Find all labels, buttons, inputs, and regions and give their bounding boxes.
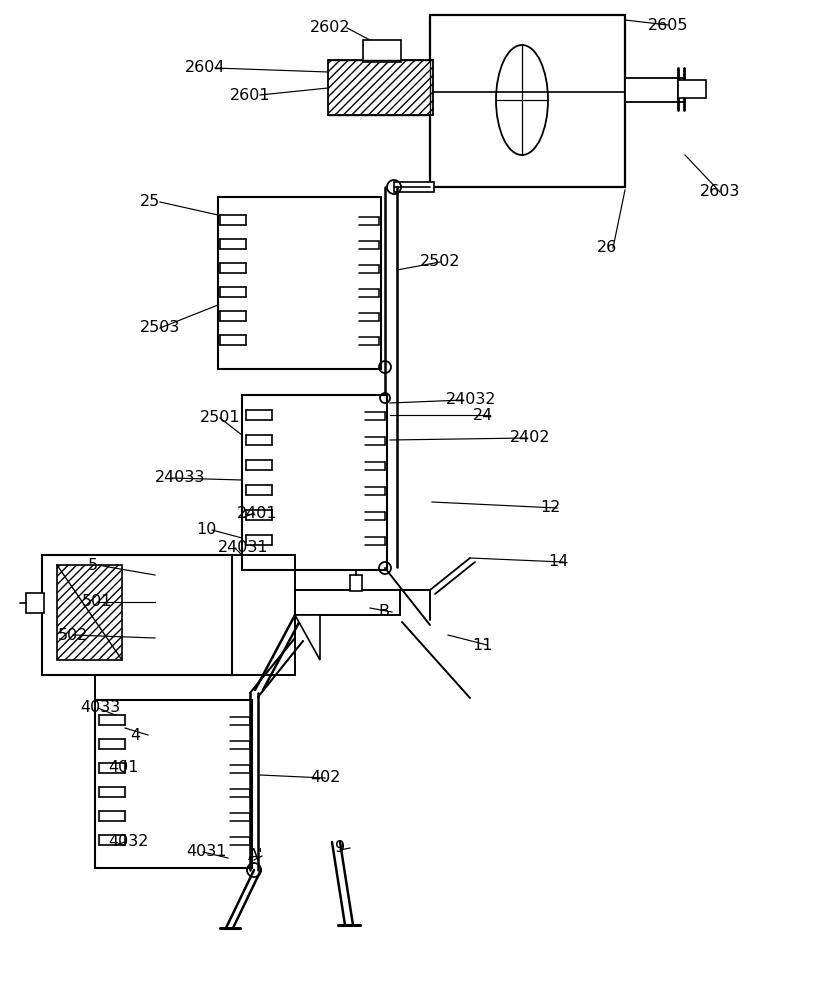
Text: 11: 11	[472, 638, 492, 652]
Text: B: B	[378, 604, 389, 619]
Text: 4031: 4031	[186, 844, 226, 859]
Bar	[95, 700, 252, 868]
Polygon shape	[295, 615, 320, 660]
Bar	[328, 60, 433, 115]
Bar	[295, 590, 400, 615]
Bar	[42, 555, 232, 675]
Text: 24031: 24031	[218, 540, 268, 556]
Text: 25: 25	[140, 194, 160, 210]
Bar	[394, 182, 434, 192]
Text: 24032: 24032	[446, 392, 496, 408]
Bar	[350, 575, 362, 591]
Text: 501: 501	[82, 594, 112, 609]
Text: A': A'	[248, 848, 263, 863]
Text: 14: 14	[548, 554, 568, 570]
Bar	[625, 78, 685, 102]
Bar	[57, 565, 122, 660]
Bar	[218, 197, 381, 369]
Text: 502: 502	[58, 628, 88, 643]
Text: 4: 4	[130, 728, 140, 742]
Bar	[363, 40, 401, 62]
Text: 2503: 2503	[140, 320, 180, 336]
Bar	[242, 395, 387, 570]
Text: 2605: 2605	[648, 17, 689, 32]
Text: 2604: 2604	[185, 60, 225, 76]
Text: 9: 9	[335, 840, 345, 856]
Text: 5: 5	[88, 558, 98, 574]
Text: 2401: 2401	[237, 506, 278, 520]
Text: 10: 10	[196, 522, 216, 538]
Text: 2601: 2601	[230, 88, 271, 103]
Text: 2501: 2501	[200, 410, 240, 426]
Text: 4032: 4032	[108, 834, 149, 850]
Bar	[26, 593, 44, 613]
Text: 401: 401	[108, 760, 139, 776]
Bar	[678, 80, 706, 98]
Text: 4033: 4033	[80, 700, 121, 716]
Text: 402: 402	[310, 770, 340, 786]
Text: 2602: 2602	[310, 20, 350, 35]
Text: 24: 24	[473, 408, 493, 422]
Text: 2502: 2502	[420, 254, 461, 269]
Text: 12: 12	[540, 500, 560, 516]
Text: 24033: 24033	[155, 471, 206, 486]
Text: 2402: 2402	[510, 430, 550, 446]
Text: 26: 26	[597, 240, 617, 255]
Bar	[430, 15, 625, 187]
Text: 2603: 2603	[700, 184, 740, 200]
